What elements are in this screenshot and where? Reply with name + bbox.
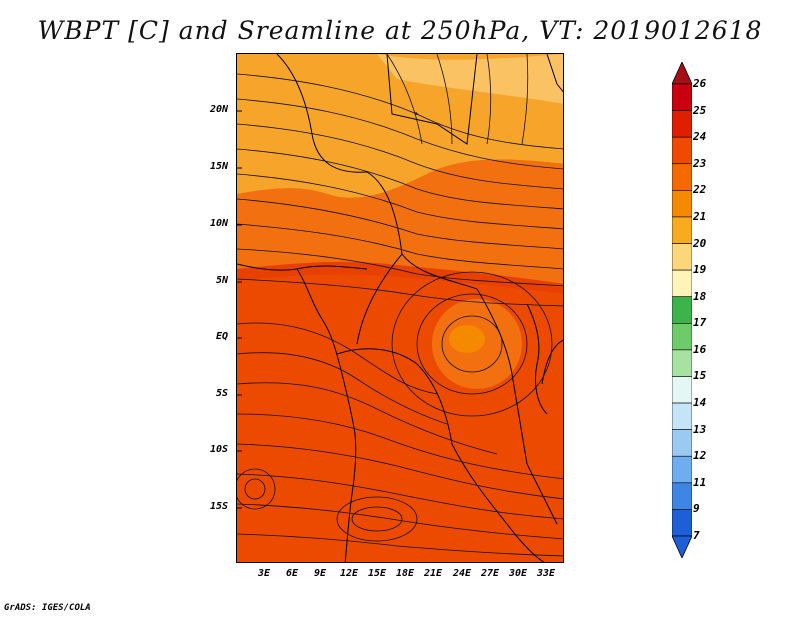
lon-label-18e: 18E xyxy=(395,568,415,579)
colorbar-box xyxy=(672,376,692,404)
colorbar-top-arrow xyxy=(672,62,692,85)
colorbar-label: 24 xyxy=(693,130,707,144)
colorbar-box xyxy=(672,455,692,484)
colorbar-box xyxy=(672,429,692,457)
map-svg xyxy=(237,54,563,562)
colorbar-box xyxy=(672,110,692,138)
lat-label-5s: 5S xyxy=(215,388,228,399)
colorbar-box xyxy=(672,482,692,510)
colorbar-box xyxy=(672,269,692,298)
lat-label-5n: 5N xyxy=(215,275,228,286)
lat-label-10n: 10N xyxy=(209,218,228,229)
axis-ticks xyxy=(237,110,242,509)
chart-title: WBPT [C] and Sreamline at 250hPa, VT: 20… xyxy=(37,16,763,45)
lon-label-9e: 9E xyxy=(313,568,327,579)
lat-label-eq: EQ xyxy=(215,331,228,342)
colorbar-label: 23 xyxy=(693,156,707,170)
lon-label-27e: 27E xyxy=(480,568,500,579)
colorbar-bottom-arrow xyxy=(672,535,692,558)
colorbar-box xyxy=(672,349,692,377)
temperature-band-22 xyxy=(237,159,563,284)
colorbar-label: 14 xyxy=(693,396,707,410)
lon-label-15e: 15E xyxy=(367,568,387,579)
colorbar-label: 21 xyxy=(693,209,707,223)
lat-label-15s: 15S xyxy=(209,501,228,512)
colorbar-label: 11 xyxy=(693,475,707,489)
colorbar-label: 16 xyxy=(693,342,707,356)
colorbar-label: 7 xyxy=(693,529,700,542)
lon-label-3e: 3E xyxy=(257,568,271,579)
lon-label-30e: 30E xyxy=(508,568,528,579)
lon-label-12e: 12E xyxy=(339,568,359,579)
colorbar-box xyxy=(672,243,692,271)
colorbar-box xyxy=(672,402,692,430)
colorbar-label: 9 xyxy=(693,502,700,516)
colorbar-label: 25 xyxy=(693,103,707,117)
temperature-band-21 xyxy=(377,54,563,104)
lon-label-24e: 24E xyxy=(452,568,472,579)
colorbar-label: 19 xyxy=(693,263,707,277)
colorbar-label: 26 xyxy=(693,77,707,90)
lon-label-33e: 33E xyxy=(536,568,556,579)
colorbar-box xyxy=(672,216,692,244)
colorbar-label: 13 xyxy=(693,422,707,436)
credit-label: GrADS: IGES/COLA xyxy=(4,603,91,613)
colorbar-box xyxy=(672,83,692,111)
colorbar-label: 17 xyxy=(693,316,707,330)
colorbar-box xyxy=(672,163,692,191)
colorbar-box xyxy=(672,322,692,351)
colorbar-label: 22 xyxy=(693,183,707,197)
lon-label-6e: 6E xyxy=(285,568,299,579)
colorbar-label: 12 xyxy=(693,449,707,463)
colorbar xyxy=(672,62,692,558)
lat-label-15n: 15N xyxy=(209,161,228,172)
country-borders xyxy=(237,54,563,562)
colorbar-label: 20 xyxy=(693,236,707,250)
lon-label-21e: 21E xyxy=(423,568,443,579)
lat-label-20n: 20N xyxy=(209,104,228,115)
colorbar-label: 15 xyxy=(693,369,707,383)
colorbar-box xyxy=(672,136,692,165)
colorbar-box xyxy=(672,190,692,218)
map-panel xyxy=(236,53,564,563)
colorbar-box xyxy=(672,509,692,537)
colorbar-box xyxy=(672,296,692,324)
temperature-band-23 xyxy=(237,261,563,294)
temperature-blob-core xyxy=(449,325,485,353)
streamlines xyxy=(237,54,563,557)
colorbar-label: 18 xyxy=(693,289,707,303)
lat-label-10s: 10S xyxy=(209,444,228,455)
colorbar-svg xyxy=(672,62,692,558)
